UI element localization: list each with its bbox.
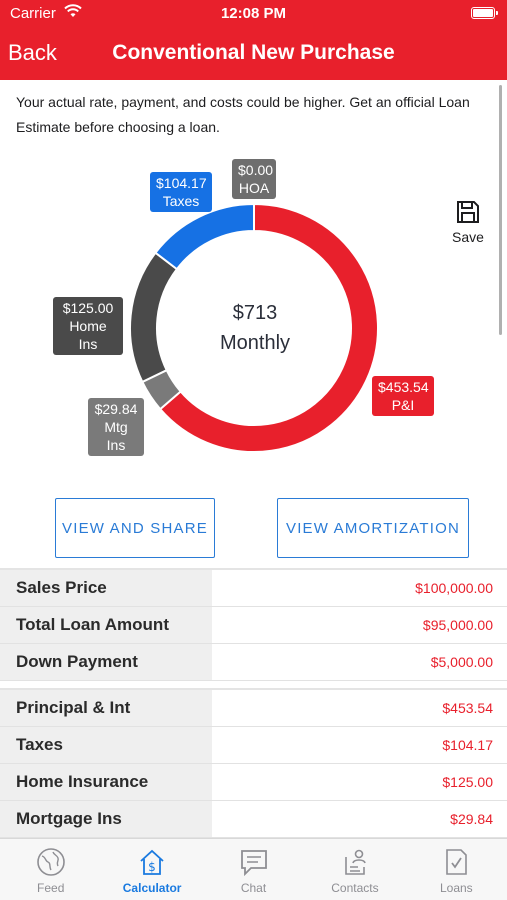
tab-loans[interactable]: Loans	[406, 839, 507, 900]
pi-badge-value: $453.54	[378, 379, 429, 395]
row-value: $95,000.00	[422, 617, 493, 633]
table-row: Taxes $104.17	[0, 727, 507, 764]
globe-icon	[36, 848, 65, 876]
row-value: $104.17	[442, 737, 493, 753]
slice-p-i[interactable]	[158, 202, 379, 453]
carrier-label: Carrier	[10, 5, 56, 22]
disclaimer-text: Your actual rate, payment, and costs cou…	[16, 94, 470, 135]
chat-icon	[240, 850, 267, 877]
chart-center-label: Monthly	[219, 332, 291, 354]
tab-chat[interactable]: Chat	[203, 839, 304, 900]
home-ins-badge-value: $125.00	[62, 300, 114, 316]
row-value: $5,000.00	[430, 654, 493, 670]
tab-label: Loans	[439, 881, 473, 895]
row-label: Taxes	[0, 727, 212, 763]
row-value: $125.00	[442, 774, 493, 790]
save-label: Save	[452, 229, 484, 245]
row-label: Total Loan Amount	[0, 607, 212, 643]
table-row: Principal & Int $453.54	[0, 690, 507, 727]
row-value: $100,000.00	[415, 580, 493, 596]
home-ins-badge: $125.00 Home Ins	[53, 297, 123, 355]
loan-summary-table: Sales Price $100,000.00 Total Loan Amoun…	[0, 568, 507, 681]
page-title: Conventional New Purchase	[112, 41, 395, 64]
svg-text:$: $	[148, 860, 156, 874]
back-button[interactable]: Back	[8, 40, 57, 65]
table-row: Mortgage Ins $29.84	[0, 801, 507, 838]
table-row: Sales Price $100,000.00	[0, 570, 507, 607]
hoa-badge-label: HOA	[238, 180, 270, 196]
row-label: Sales Price	[0, 570, 212, 606]
table-row: Home Insurance $125.00	[0, 764, 507, 801]
payment-breakdown-table: Principal & Int $453.54 Taxes $104.17 Ho…	[0, 688, 507, 838]
save-button[interactable]: Save	[447, 199, 489, 245]
tab-feed[interactable]: Feed	[0, 839, 101, 900]
row-value: $29.84	[450, 811, 493, 827]
view-and-share-button[interactable]: VIEW AND SHARE	[55, 498, 215, 558]
row-label: Principal & Int	[0, 690, 212, 726]
taxes-badge-label: Taxes	[162, 193, 200, 209]
tab-label: Feed	[37, 881, 65, 895]
chart-center-amount: $713	[232, 302, 278, 324]
battery-icon	[471, 7, 498, 19]
mtg-ins-badge: $29.84 Mtg Ins	[88, 398, 144, 456]
row-label: Home Insurance	[0, 764, 212, 800]
taxes-badge-value: $104.17	[156, 175, 207, 191]
save-icon	[457, 201, 479, 223]
pi-badge-label: P&I	[391, 397, 415, 413]
mtg-ins-badge-label: Mtg Ins	[104, 419, 128, 453]
nav-bar: Carrier 12:08 PM Back Conventional New P…	[0, 0, 507, 80]
wifi-icon	[64, 4, 82, 17]
home-ins-badge-label: Home Ins	[69, 318, 107, 352]
taxes-badge: $104.17 Taxes	[150, 172, 212, 212]
hoa-badge-value: $0.00	[238, 162, 274, 178]
status-time: 12:08 PM	[220, 5, 287, 22]
loans-document-icon	[446, 849, 468, 875]
table-row: Down Payment $5,000.00	[0, 644, 507, 681]
mtg-ins-badge-value: $29.84	[94, 401, 138, 417]
row-label: Mortgage Ins	[0, 801, 212, 837]
tab-bar: Feed $ Calculator Chat Contacts Loans	[0, 838, 507, 900]
tab-contacts[interactable]: Contacts	[304, 839, 405, 900]
table-row: Total Loan Amount $95,000.00	[0, 607, 507, 644]
hoa-badge: $0.00 HOA	[232, 159, 276, 199]
slice-taxes[interactable]	[154, 202, 255, 271]
status-bar: Carrier 12:08 PM	[0, 0, 507, 28]
tab-label: Contacts	[331, 881, 379, 895]
pi-badge: $453.54 P&I	[372, 376, 434, 416]
payment-donut-chart	[129, 202, 379, 453]
contacts-icon	[345, 849, 366, 875]
view-amortization-button[interactable]: VIEW AMORTIZATION	[277, 498, 469, 558]
scrollbar[interactable]	[499, 85, 502, 335]
tab-label: Calculator	[122, 881, 182, 895]
row-label: Down Payment	[0, 644, 212, 680]
tab-calculator[interactable]: $ Calculator	[101, 839, 202, 900]
calculator-house-icon: $	[140, 849, 164, 875]
row-value: $453.54	[442, 700, 493, 716]
tab-label: Chat	[240, 881, 267, 895]
